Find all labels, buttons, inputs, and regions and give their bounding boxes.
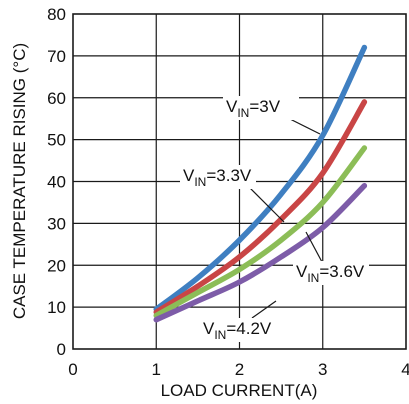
x-tick-label: 0	[68, 360, 77, 379]
series-label: VIN=3.3V	[183, 166, 252, 189]
series-labels: VIN=3V VIN=3.3V VIN=3.6V VIN=4.2V	[180, 96, 369, 342]
y-tick-label: 70	[47, 47, 66, 66]
series-curves	[153, 44, 368, 323]
series-label: VIN=4.2V	[203, 319, 272, 342]
series-label: VIN=3.6V	[296, 262, 365, 285]
y-tick-label: 30	[47, 214, 66, 233]
series-label-background	[293, 261, 369, 285]
y-tick-label: 60	[47, 89, 66, 108]
y-axis-title: CASE TEMPERATURE RISING (°C)	[10, 43, 29, 319]
y-tick-label: 20	[47, 256, 66, 275]
series-line-2	[153, 99, 368, 315]
y-tick-label: 10	[47, 298, 66, 317]
series-line-4	[153, 182, 368, 323]
series-label-background	[200, 318, 276, 342]
y-tick-label: 50	[47, 131, 66, 150]
x-tick-label: 2	[235, 360, 244, 379]
x-tick-label: 1	[152, 360, 161, 379]
series-label-background	[180, 165, 256, 189]
y-tick-label: 80	[47, 5, 66, 24]
y-tick-label: 40	[47, 173, 66, 192]
y-tick-label: 0	[57, 340, 66, 359]
series-label-leader	[251, 300, 277, 319]
series-label-leader	[245, 183, 285, 223]
x-tick-label: 3	[318, 360, 327, 379]
plot-frame	[72, 13, 407, 350]
series-line-1	[153, 44, 368, 312]
x-tick-label: 4	[401, 360, 409, 379]
series-line-3	[153, 145, 368, 319]
series-label-leader	[305, 231, 323, 263]
series-label: VIN=3V	[226, 97, 281, 120]
series-label-background	[223, 96, 299, 120]
x-axis-title: LOAD CURRENT(A)	[161, 381, 318, 400]
